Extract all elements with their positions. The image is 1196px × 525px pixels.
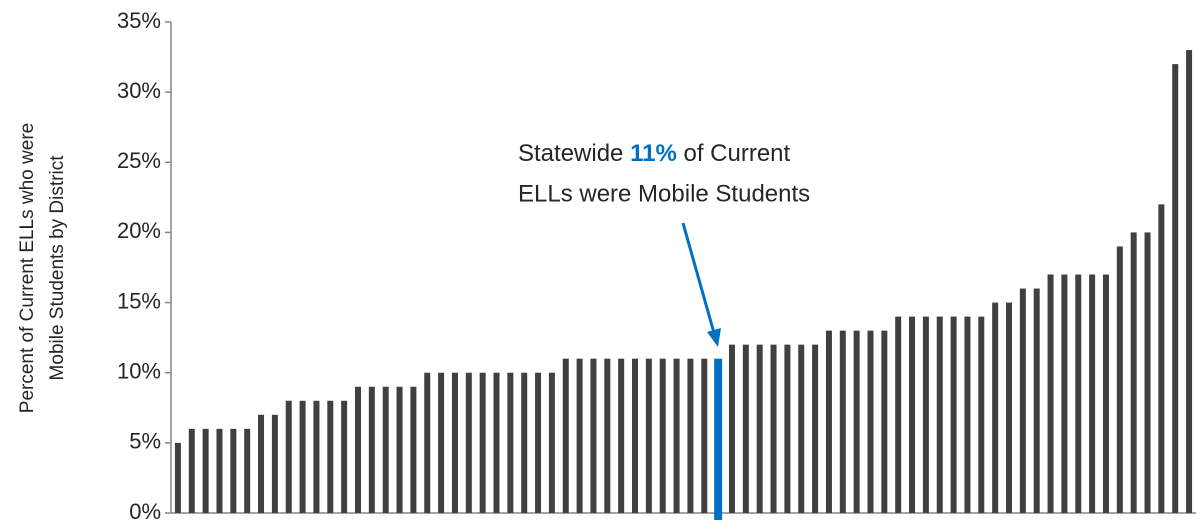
bar — [853, 330, 860, 513]
annotation-highlight: 11% — [630, 140, 677, 167]
y-axis-label: Percent of Current ELLs who were — [17, 123, 38, 413]
y-tick-label: 35% — [117, 8, 161, 33]
annotation-arrowhead — [707, 328, 721, 347]
bar — [1006, 302, 1013, 513]
bar — [174, 442, 181, 513]
bar — [659, 358, 666, 513]
bar — [756, 344, 763, 513]
y-tick-label: 25% — [117, 148, 161, 173]
y-tick-label: 30% — [117, 78, 161, 103]
bar — [798, 344, 805, 513]
bar — [410, 386, 417, 513]
bar — [618, 358, 625, 513]
bar — [604, 358, 611, 513]
bar — [451, 372, 458, 513]
bar — [258, 414, 265, 513]
bar — [770, 344, 777, 513]
bar — [327, 400, 334, 513]
bar — [521, 372, 528, 513]
bar — [632, 358, 639, 513]
bar — [493, 372, 500, 513]
annotation-text: of Current — [677, 140, 791, 167]
bar — [285, 400, 292, 513]
y-tick-label: 5% — [129, 429, 161, 454]
bar — [1019, 288, 1026, 513]
bar — [673, 358, 680, 513]
bar — [396, 386, 403, 513]
annotation-text: Statewide — [518, 140, 630, 167]
bar — [341, 400, 348, 513]
bar — [368, 386, 375, 513]
bar — [784, 344, 791, 513]
bar — [1130, 232, 1137, 513]
bar — [1158, 204, 1165, 513]
y-tick-label: 15% — [117, 288, 161, 313]
bar — [1075, 274, 1082, 513]
bar — [562, 358, 569, 513]
bar — [895, 316, 902, 513]
annotation: ELLs were Mobile Students — [518, 180, 810, 207]
annotation: Statewide 11% of Current — [518, 140, 791, 167]
bar — [1089, 274, 1096, 513]
bar — [244, 428, 251, 513]
bar — [535, 372, 542, 513]
bar — [424, 372, 431, 513]
bar — [714, 358, 723, 520]
bar — [1047, 274, 1054, 513]
bar — [382, 386, 389, 513]
bar — [1116, 246, 1123, 513]
bar — [992, 302, 999, 513]
bar — [1102, 274, 1109, 513]
bar — [839, 330, 846, 513]
bar — [299, 400, 306, 513]
bar — [202, 428, 209, 513]
bar — [645, 358, 652, 513]
annotation-arrow — [681, 222, 716, 334]
bar — [438, 372, 445, 513]
bar — [1172, 64, 1179, 513]
bar — [728, 344, 735, 513]
y-tick-label: 0% — [129, 499, 161, 524]
bar — [1186, 50, 1193, 514]
bar — [825, 330, 832, 513]
bar — [687, 358, 694, 513]
bar — [1144, 232, 1151, 513]
bar — [188, 428, 195, 513]
y-tick-label: 20% — [117, 218, 161, 243]
bar — [812, 344, 819, 513]
bar — [548, 372, 555, 513]
bar — [1061, 274, 1068, 513]
y-axis-label: Mobile Students by District — [47, 155, 68, 381]
bar — [1033, 288, 1040, 513]
bar — [881, 330, 888, 513]
bar — [590, 358, 597, 513]
bar — [867, 330, 874, 513]
bar — [271, 414, 278, 513]
bar — [230, 428, 237, 513]
bar — [742, 344, 749, 513]
bar — [936, 316, 943, 513]
bar — [978, 316, 985, 513]
bar — [701, 358, 708, 513]
bar — [950, 316, 957, 513]
bar — [313, 400, 320, 513]
bar — [479, 372, 486, 513]
bar — [909, 316, 916, 513]
bar — [354, 386, 361, 513]
bar — [507, 372, 514, 513]
y-tick-label: 10% — [117, 359, 161, 384]
bar — [216, 428, 223, 513]
bar — [576, 358, 583, 513]
bar — [964, 316, 971, 513]
bar — [465, 372, 472, 513]
bar — [922, 316, 929, 513]
